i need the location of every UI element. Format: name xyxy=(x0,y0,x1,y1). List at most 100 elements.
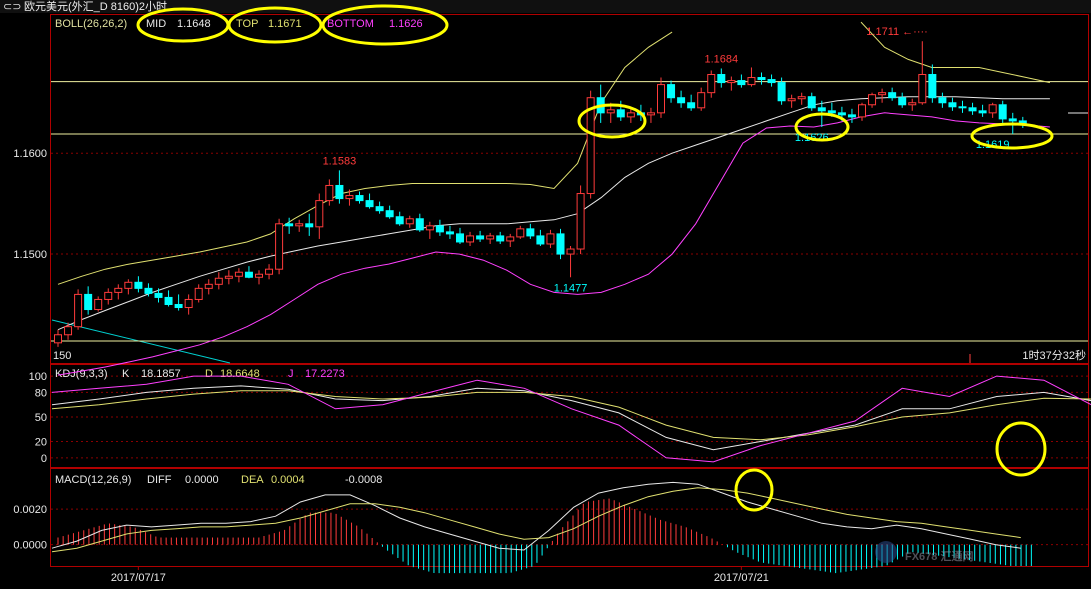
candle-body xyxy=(224,275,233,279)
candle-body xyxy=(616,109,625,118)
candle-body xyxy=(375,206,384,212)
corner-label: 150 xyxy=(53,350,71,362)
candle-body xyxy=(998,104,1007,120)
candle-body xyxy=(948,102,957,108)
boll-header: BOLL(26,26,2) MID 1.1648 TOP 1.1671 BOTT… xyxy=(55,18,423,30)
candle-body xyxy=(787,98,796,102)
candle-body xyxy=(958,106,967,109)
candle-body xyxy=(54,334,62,344)
price-annotation: 1.1711 ←···· xyxy=(866,26,928,38)
y-tick-label: 0.0020 xyxy=(13,504,47,516)
candle-body xyxy=(325,184,334,202)
candle-body xyxy=(244,271,253,278)
price-annotation: 1.1684 xyxy=(704,53,738,65)
kdj-k-label: K xyxy=(122,368,130,380)
macd-diff-line xyxy=(51,481,1021,551)
candle-body xyxy=(486,235,495,240)
highlight-ellipses-header xyxy=(136,4,449,46)
macd-dea-line xyxy=(51,487,1021,553)
kdj-k-value: 18.1857 xyxy=(141,368,181,380)
macd-dea-label: DEA xyxy=(241,474,264,486)
candle-body xyxy=(255,273,263,278)
candle-body xyxy=(476,235,485,240)
candle-body xyxy=(456,233,464,243)
candle-body xyxy=(335,184,344,200)
candle-body xyxy=(526,228,535,237)
candle-body xyxy=(626,112,635,118)
candle-body xyxy=(737,80,746,86)
candle-body xyxy=(234,271,243,277)
candle-body xyxy=(988,104,997,114)
upper-band xyxy=(57,21,1051,285)
kdj-header: KDJ(9,3,3) K 18.1857 D 18.6648 J 17.2273 xyxy=(55,368,345,380)
candle-body xyxy=(114,287,123,293)
candle-body xyxy=(858,104,866,118)
y-tick-label: 0 xyxy=(41,453,47,465)
candle-body xyxy=(415,218,424,231)
y-tick-label: 80 xyxy=(35,387,47,399)
y-tick-label: 100 xyxy=(29,371,47,383)
kdj-name: KDJ(9,3,3) xyxy=(55,368,108,380)
candle-body xyxy=(285,223,294,227)
macd-diff-label: DIFF xyxy=(147,474,172,486)
candle-body xyxy=(677,97,686,104)
candle-body xyxy=(365,200,374,208)
candle-body xyxy=(807,96,816,109)
kdj-d-value: 18.6648 xyxy=(220,368,260,380)
candle-body xyxy=(898,97,907,106)
candle-body xyxy=(104,291,113,300)
highlight-ellipses-chart xyxy=(577,103,1054,512)
y-tick-label: 1.1500 xyxy=(13,249,47,261)
boll-mid-label: MID xyxy=(146,18,166,30)
candle-body xyxy=(566,248,575,255)
kdj-j-line xyxy=(51,375,1091,463)
candle-body xyxy=(727,80,736,84)
candle-body xyxy=(466,235,475,243)
candle-body xyxy=(184,298,193,309)
macd-lines xyxy=(51,481,1032,574)
candle-body xyxy=(496,235,505,242)
kdj-j-value: 17.2273 xyxy=(305,368,345,380)
candle-body xyxy=(576,193,585,250)
candle-body xyxy=(194,287,203,300)
candle-body xyxy=(214,277,223,285)
candlesticks xyxy=(54,41,1027,347)
kdj-d-label: D xyxy=(205,368,213,380)
price-annotation: 1.1583 xyxy=(323,155,357,167)
candle-body xyxy=(124,281,133,289)
candle-body xyxy=(767,79,776,84)
candle-body xyxy=(556,233,565,255)
candle-body xyxy=(445,231,454,235)
candle-body xyxy=(174,303,183,309)
candle-body xyxy=(154,292,163,298)
candle-body xyxy=(586,97,595,195)
middle-band xyxy=(57,96,1050,331)
y-tick-label: 20 xyxy=(35,436,47,448)
watermark: FX678 汇通网 xyxy=(875,541,973,563)
candle-body xyxy=(395,216,404,225)
candle-body xyxy=(74,293,83,328)
candle-body xyxy=(878,92,887,96)
candle-body xyxy=(827,110,836,114)
candle-body xyxy=(405,218,414,225)
macd-value: -0.0008 xyxy=(345,474,382,486)
candle-body xyxy=(928,74,937,99)
link-icon: ⊂⊃ xyxy=(3,1,21,13)
boll-top-value: 1.1671 xyxy=(268,18,302,30)
candle-body xyxy=(295,223,304,227)
candle-body xyxy=(646,112,655,116)
candle-body xyxy=(837,112,846,116)
boll-mid-value: 1.1648 xyxy=(177,18,211,30)
title-bar xyxy=(0,0,1091,13)
boll-bottom-label: BOTTOM xyxy=(327,18,374,30)
boll-top-label: TOP xyxy=(236,18,258,30)
macd-header: MACD(12,26,9) DIFF 0.0000 DEA 0.0004 -0.… xyxy=(55,474,382,486)
candle-body xyxy=(94,298,103,311)
candle-body xyxy=(847,114,856,118)
countdown-timer: 1时37分32秒 xyxy=(1022,348,1086,362)
candle-body xyxy=(84,293,93,311)
candle-body xyxy=(536,235,545,245)
candle-body xyxy=(667,84,676,99)
candle-body xyxy=(968,107,977,112)
